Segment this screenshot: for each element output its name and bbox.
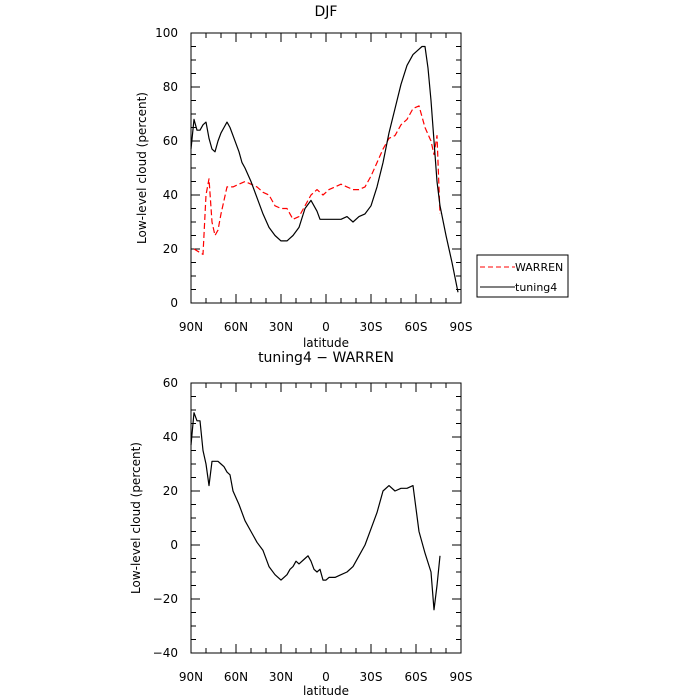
y-axis-label: Low-level cloud (percent) <box>129 442 143 594</box>
series-line-warren <box>193 105 441 255</box>
y-tick-label: 100 <box>155 26 178 40</box>
legend-label-warren: WARREN <box>515 261 563 274</box>
plot-frame <box>190 382 462 654</box>
legend: WARREN tuning4 <box>476 254 569 298</box>
x-tick-label: 60S <box>405 670 428 684</box>
chart-panel-difference: tuning4 − WARREN −40 −20 0 20 40 60 90N 60N 30N… <box>129 350 472 698</box>
x-tick-label: 60N <box>224 320 248 334</box>
y-tick-label: 20 <box>163 242 178 256</box>
series-line-tuning4 <box>190 45 459 293</box>
y-tick-label: −20 <box>153 592 178 606</box>
series-layer <box>190 45 459 293</box>
x-tick-label: 0 <box>322 320 330 334</box>
x-axis: 90N 60N 30N 0 30S 60S 90S <box>179 33 473 334</box>
x-tick-label: 30N <box>269 320 293 334</box>
x-axis-label: latitude <box>303 336 349 350</box>
y-tick-label: 0 <box>170 296 178 310</box>
y-tick-label: 40 <box>163 188 178 202</box>
y-tick-label: 0 <box>170 538 178 552</box>
x-axis: 90N 60N 30N 0 30S 60S 90S <box>179 383 473 684</box>
y-axis: −40 −20 0 20 40 60 <box>153 376 461 660</box>
x-axis-label: latitude <box>303 684 349 698</box>
x-tick-label: 30N <box>269 670 293 684</box>
series-line-difference-0 <box>190 412 441 611</box>
legend-label-tuning4: tuning4 <box>515 281 557 294</box>
x-tick-label: 90S <box>450 670 473 684</box>
x-tick-label: 90S <box>450 320 473 334</box>
y-tick-label: −40 <box>153 646 178 660</box>
x-tick-label: 90N <box>179 670 203 684</box>
y-tick-label: 80 <box>163 80 178 94</box>
y-axis-label: Low-level cloud (percent) <box>135 92 149 244</box>
y-tick-label: 60 <box>163 376 178 390</box>
x-tick-label: 30S <box>360 670 383 684</box>
x-tick-label: 60N <box>224 670 248 684</box>
chart-panel-djf: DJF 0 20 40 60 80 100 90N 60N 30N 0 30S 60S 90S lat… <box>135 4 569 350</box>
y-tick-label: 20 <box>163 484 178 498</box>
series-layer <box>190 412 441 611</box>
x-tick-label: 60S <box>405 320 428 334</box>
legend-box <box>476 254 569 298</box>
x-tick-label: 90N <box>179 320 203 334</box>
plot-frame <box>190 32 462 304</box>
x-tick-label: 30S <box>360 320 383 334</box>
chart-title: tuning4 − WARREN <box>258 350 394 366</box>
y-tick-label: 60 <box>163 134 178 148</box>
y-axis: 0 20 40 60 80 100 <box>155 26 461 310</box>
chart-title: DJF <box>315 4 338 20</box>
x-tick-label: 0 <box>322 670 330 684</box>
y-tick-label: 40 <box>163 430 178 444</box>
